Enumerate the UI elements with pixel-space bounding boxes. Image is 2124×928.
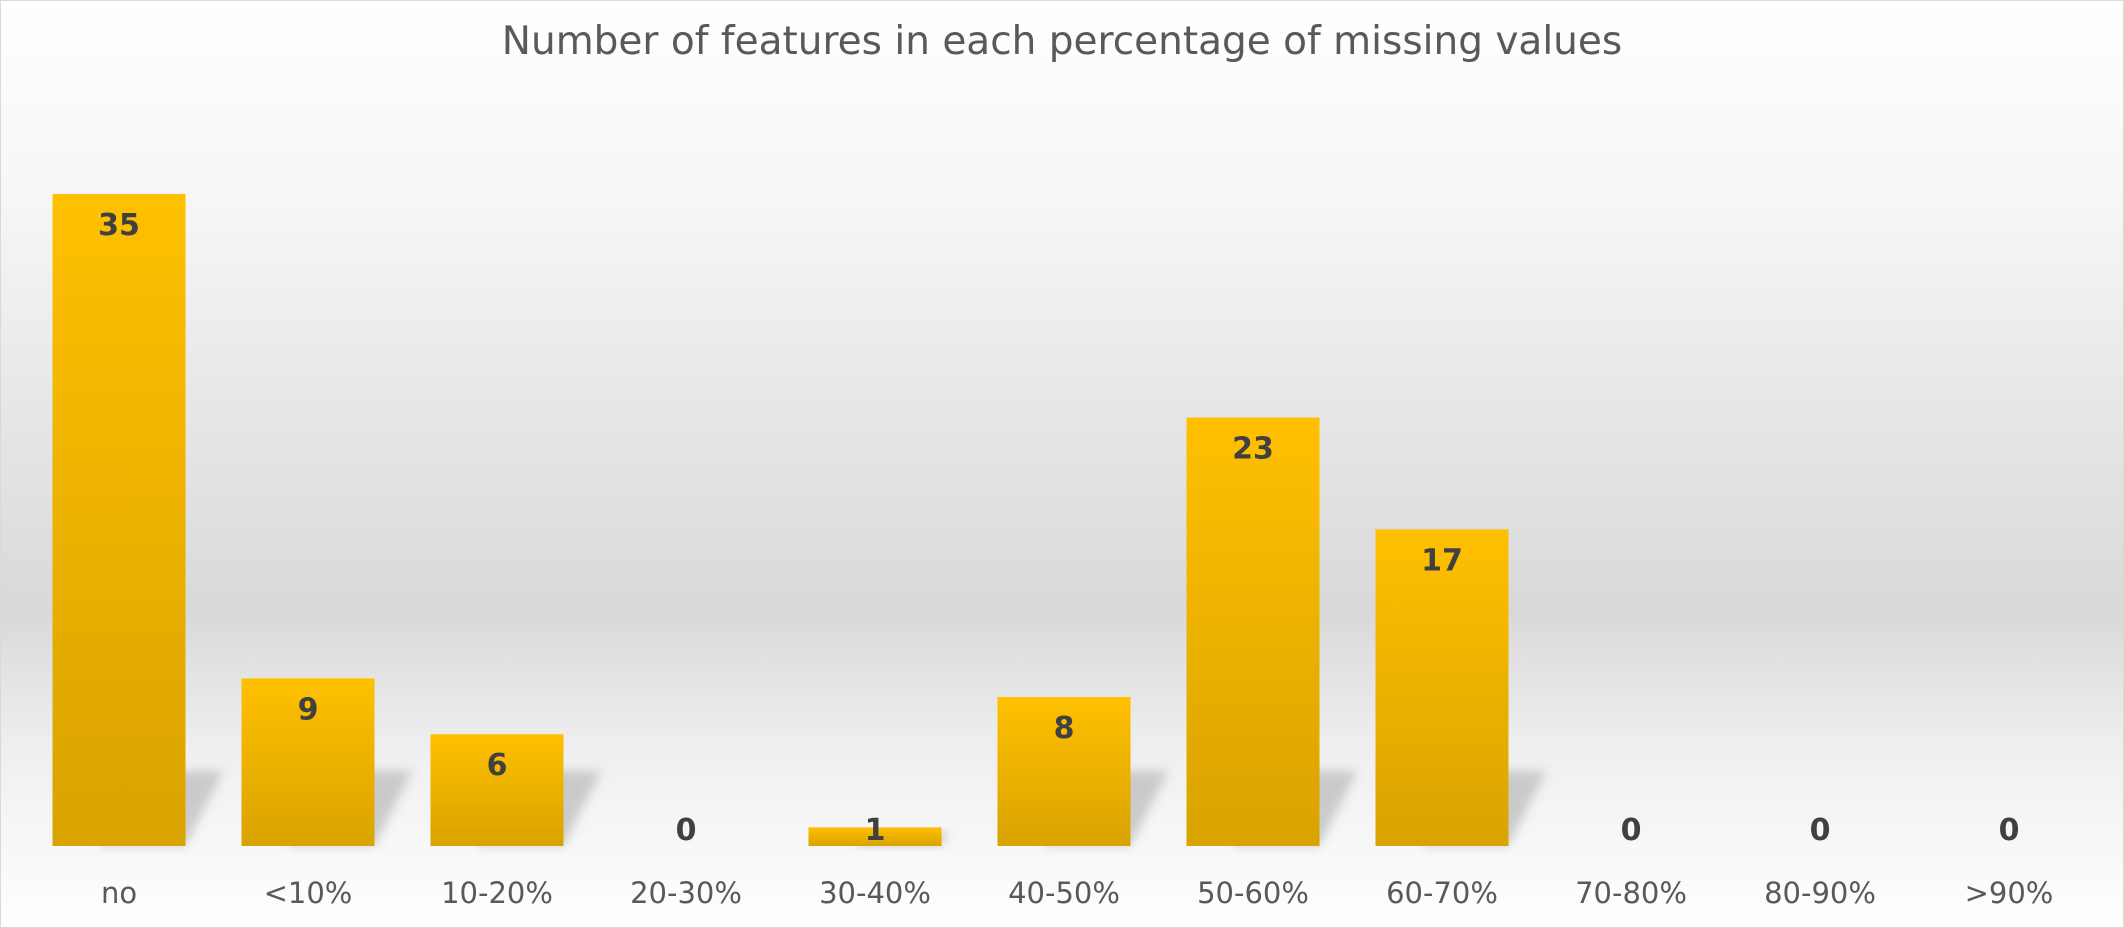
x-tick-label-10: <10%	[264, 876, 353, 910]
x-axis-tick-labels: no <10% 10-20% 20-30% 30-40% 40-50% 50-60% 60-7…	[101, 876, 2053, 910]
bar-10	[241, 678, 375, 846]
x-tick-label-90: >90%	[1965, 876, 2054, 910]
data-label-10-20: 6	[487, 748, 508, 783]
data-label-30-40: 1	[865, 813, 886, 848]
x-tick-label-30-40: 30-40%	[819, 876, 931, 910]
x-tick-label-50-60: 50-60%	[1197, 876, 1309, 910]
data-label-no: 35	[98, 208, 140, 243]
x-tick-label-20-30: 20-30%	[630, 876, 742, 910]
x-tick-label-no: no	[101, 876, 137, 910]
bars	[52, 194, 1509, 846]
chart-title: Number of features in each percentage of…	[501, 19, 1623, 64]
x-tick-label-80-90: 80-90%	[1764, 876, 1876, 910]
data-label-60-70: 17	[1421, 543, 1463, 578]
data-label-80-90: 0	[1810, 813, 1831, 848]
bar-50-60	[1186, 417, 1320, 846]
data-label-70-80: 0	[1621, 813, 1642, 848]
data-label-50-60: 23	[1232, 432, 1274, 467]
bar-10-20	[430, 734, 564, 846]
data-label-10: 9	[298, 692, 319, 727]
data-label-40-50: 8	[1054, 711, 1075, 746]
x-tick-label-10-20: 10-20%	[441, 876, 553, 910]
bar-60-70	[1375, 529, 1509, 846]
bar-no	[52, 194, 186, 846]
data-labels: 35 9 6 0 1 8 23 17 0 0 0	[98, 208, 2019, 848]
x-tick-label-40-50: 40-50%	[1008, 876, 1120, 910]
x-tick-label-60-70: 60-70%	[1386, 876, 1498, 910]
data-label-20-30: 0	[676, 813, 697, 848]
bar-40-50	[997, 696, 1131, 846]
bar-30-40	[808, 827, 942, 846]
data-label-90: 0	[1999, 813, 2020, 848]
x-tick-label-70-80: 70-80%	[1575, 876, 1687, 910]
